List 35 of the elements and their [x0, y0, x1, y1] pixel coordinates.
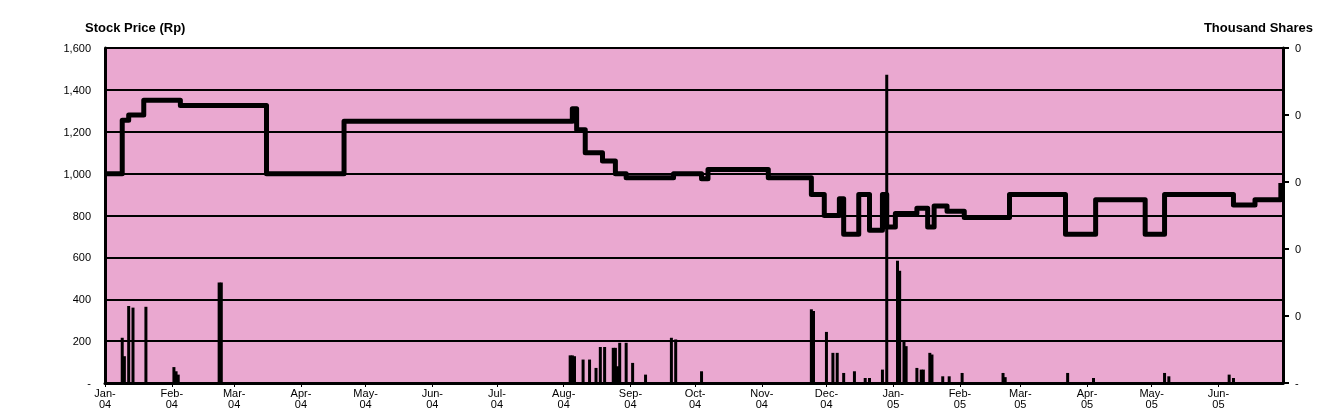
y-tick-label: 800	[72, 209, 91, 222]
x-tick-label: Apr- 04	[290, 386, 312, 410]
y2-tick-label: 0	[1295, 310, 1302, 322]
y2-tick-label: 0	[1295, 243, 1302, 255]
y-tick-label: -	[87, 377, 92, 389]
y-tick-label: 600	[72, 251, 91, 264]
x-tick-label: Oct- 04	[684, 386, 706, 410]
x-tick-label: May- 04	[353, 386, 379, 410]
y-axis-title: Stock Price (Rp)	[85, 20, 186, 35]
y2-tick-label: 0	[1295, 176, 1302, 188]
x-tick-label: May- 05	[1139, 386, 1165, 410]
x-tick-label: Jan- 05	[882, 386, 905, 410]
y-tick-label: 1,600	[63, 42, 91, 54]
x-tick-label: Aug- 04	[552, 386, 576, 410]
x-tick-label: Jun- 04	[421, 386, 444, 410]
y-tick-label: 200	[72, 335, 91, 348]
x-tick-label: Jul- 04	[488, 386, 507, 410]
y2-axis-title: Thousand Shares	[1203, 20, 1313, 35]
x-tick-label: Mar- 05	[1008, 386, 1032, 410]
y2-tick-label: 0	[1295, 42, 1302, 54]
x-tick-label: Feb- 05	[948, 386, 972, 410]
y-tick-label: 1,400	[63, 83, 91, 96]
x-tick-label: Jun- 05	[1207, 386, 1230, 410]
y2-tick-label: 0	[1295, 109, 1302, 121]
x-tick-label: Jan- 04	[94, 386, 117, 410]
y-tick-label: 1,200	[63, 125, 91, 138]
x-tick-label: Dec- 04	[814, 386, 839, 410]
x-tick-label: Nov- 04	[750, 386, 774, 410]
y-tick-label: 400	[72, 293, 91, 306]
y-tick-label: 1,000	[63, 167, 91, 180]
y2-tick-label: -	[1295, 377, 1299, 389]
x-tick-label: Apr- 05	[1076, 386, 1098, 410]
x-tick-label: Feb- 04	[160, 386, 184, 410]
x-tick-label: Sep- 04	[618, 386, 643, 410]
x-tick-label: Mar- 04	[222, 386, 246, 410]
